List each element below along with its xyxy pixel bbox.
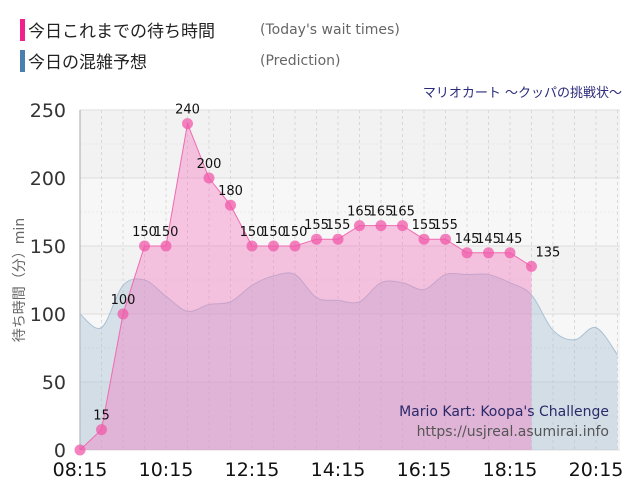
x-tick-label: 20:15: [569, 459, 624, 481]
data-point: [418, 233, 430, 245]
data-point: [375, 220, 387, 232]
data-point: [74, 444, 86, 456]
data-label: 155: [433, 218, 458, 233]
x-tick-label: 10:15: [139, 459, 194, 481]
data-point: [289, 240, 301, 252]
data-point: [354, 220, 365, 232]
data-point: [182, 118, 193, 130]
legend-label-en: (Prediction): [260, 52, 341, 69]
data-label: 135: [536, 245, 561, 260]
y-tick-label: 0: [54, 440, 66, 462]
wait-time-area: [80, 123, 532, 450]
data-point: [526, 260, 537, 272]
y-tick-label: 100: [30, 304, 66, 326]
y-tick-label: 250: [30, 100, 66, 122]
data-point: [268, 240, 279, 252]
data-label: 145: [498, 232, 523, 247]
data-point: [139, 240, 150, 252]
watermark-name: Mario Kart: Koopa's Challenge: [399, 404, 609, 420]
data-label: 155: [412, 218, 437, 233]
data-label: 15: [93, 409, 110, 424]
x-tick-label: 12:15: [225, 459, 280, 481]
data-label: 165: [369, 205, 394, 220]
data-point: [332, 233, 344, 245]
x-tick-label: 16:15: [397, 459, 452, 481]
legend-label-en: (Today's wait times): [260, 21, 400, 38]
wait-time-line: [79, 121, 532, 451]
x-tick-label: 08:15: [53, 459, 108, 481]
legend-swatch-pink: [20, 18, 25, 41]
data-point: [311, 233, 322, 245]
data-point: [440, 233, 451, 245]
data-label: 150: [154, 225, 179, 240]
data-label: 145: [476, 232, 501, 247]
prediction-line: [79, 272, 618, 356]
y-tick-label: 50: [42, 372, 66, 394]
data-label: 165: [390, 205, 415, 220]
data-label: 145: [455, 232, 480, 247]
data-label: 240: [175, 103, 200, 118]
data-point: [96, 424, 107, 436]
data-label: 150: [283, 225, 308, 240]
data-point: [246, 240, 258, 252]
data-label: 150: [261, 225, 286, 240]
y-tick-label: 200: [30, 168, 66, 190]
x-tick-label: 18:15: [483, 459, 538, 481]
y-axis-label: 待ち時間（分）min: [12, 218, 28, 342]
data-point: [461, 247, 473, 259]
data-label: 150: [240, 225, 265, 240]
legend-item-today: 今日これまでの待ち時間 (Today's wait times): [20, 17, 400, 42]
data-label: 150: [132, 225, 157, 240]
legend-label: 今日の混雑予想: [28, 53, 147, 73]
legend-swatch-blue: [20, 49, 25, 72]
data-label: 155: [304, 218, 329, 233]
watermark-url: https://usjreal.asumirai.info: [417, 424, 609, 440]
data-point: [203, 172, 215, 184]
data-point: [225, 199, 236, 211]
y-tick-label: 150: [30, 236, 66, 258]
data-label: 180: [218, 184, 243, 199]
data-point: [504, 247, 516, 259]
data-point: [397, 220, 408, 232]
legend-label: 今日これまでの待ち時間: [28, 22, 215, 42]
data-label: 155: [326, 218, 351, 233]
x-tick-label: 14:15: [311, 459, 366, 481]
data-label: 100: [111, 293, 136, 308]
data-label: 165: [347, 205, 372, 220]
prediction-area: [80, 272, 618, 450]
legend-item-prediction: 今日の混雑予想 (Prediction): [20, 48, 340, 73]
data-label: 200: [197, 157, 222, 172]
data-point: [483, 247, 494, 259]
data-point: [117, 308, 129, 320]
data-point: [160, 240, 172, 252]
chart-title: マリオカート ～クッパの挑戦状～: [422, 86, 622, 101]
